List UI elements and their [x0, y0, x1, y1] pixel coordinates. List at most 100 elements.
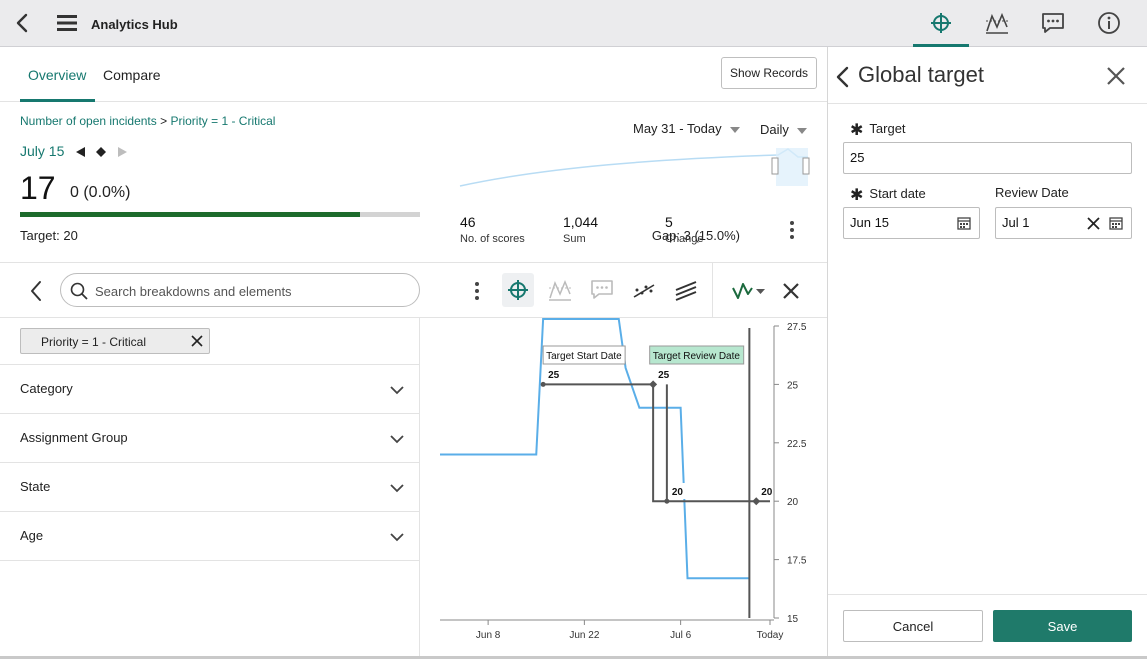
- info-icon[interactable]: [1097, 11, 1121, 35]
- breakdown-row[interactable]: Age: [0, 511, 419, 561]
- review-date-input[interactable]: [1002, 215, 1082, 230]
- tab-compare[interactable]: Compare: [103, 67, 161, 83]
- forecast-line-icon[interactable]: [547, 278, 573, 302]
- chart-toolbar: [0, 262, 827, 318]
- start-date-field: [843, 207, 980, 239]
- calendar-icon[interactable]: [957, 216, 971, 230]
- target-value-box: [668, 483, 687, 499]
- target-field: [843, 142, 1132, 174]
- breadcrumb-filter-link[interactable]: Priority = 1 - Critical: [170, 114, 276, 128]
- chevron-down-icon: [390, 386, 404, 395]
- chevron-down-icon: [390, 533, 404, 542]
- target-input[interactable]: [850, 150, 1120, 165]
- top-header: Analytics Hub: [0, 0, 1147, 47]
- stat-value: 5: [665, 214, 673, 230]
- comment-icon[interactable]: [1041, 11, 1065, 35]
- back-arrow-icon[interactable]: [12, 12, 34, 34]
- breakdown-row[interactable]: Category: [0, 364, 419, 413]
- required-asterisk-icon: ✱: [850, 187, 864, 204]
- collapse-arrow-icon[interactable]: [28, 280, 44, 302]
- x-tick-label: Jun 22: [569, 630, 599, 641]
- target-value-label: 25: [658, 370, 670, 381]
- trend-bands-icon[interactable]: [673, 278, 699, 302]
- frequency-select[interactable]: Daily: [760, 122, 807, 137]
- active-panel-indicator: [913, 44, 969, 47]
- target-diamond: [752, 497, 761, 506]
- stat-label: Sum: [563, 233, 586, 245]
- panel-divider: [419, 318, 420, 659]
- breadcrumb: Number of open incidents > Priority = 1 …: [20, 114, 275, 128]
- close-icon[interactable]: [782, 282, 800, 300]
- crosshair-target-icon[interactable]: [929, 11, 953, 35]
- previous-arrow-icon[interactable]: [76, 147, 86, 157]
- frequency-value: Daily: [760, 122, 789, 137]
- breakdown-label: Category: [20, 381, 73, 396]
- chevron-down-icon: [796, 127, 807, 134]
- target-progress-bar: [20, 212, 420, 217]
- x-tick-label: Jun 8: [476, 630, 501, 641]
- calendar-icon[interactable]: [1109, 216, 1123, 230]
- start-date-input[interactable]: [850, 215, 950, 230]
- chevron-down-icon: [390, 435, 404, 444]
- scatter-trend-icon[interactable]: [631, 278, 657, 302]
- panel-title: Global target: [858, 62, 984, 87]
- more-options-icon[interactable]: [475, 282, 479, 303]
- gap-label: Gap: 3 (15.0%): [651, 228, 740, 243]
- x-tick-label: Jul 6: [670, 630, 692, 641]
- breakdown-label: State: [20, 479, 51, 494]
- show-records-button[interactable]: Show Records: [721, 57, 817, 89]
- crosshair-target-icon[interactable]: [505, 278, 531, 302]
- cancel-button[interactable]: Cancel: [843, 610, 983, 642]
- target-value-box: [655, 366, 674, 382]
- target-line: [543, 383, 770, 503]
- target-value-label: 20: [672, 487, 684, 498]
- save-button[interactable]: Save: [993, 610, 1132, 642]
- target-point: [664, 498, 670, 504]
- diamond-icon[interactable]: [96, 147, 106, 157]
- current-date[interactable]: July 15: [20, 143, 65, 159]
- score-chart[interactable]: Target Start Date Target Review Date 25 25 2…: [420, 318, 827, 656]
- filter-chip-label: Priority = 1 - Critical: [41, 335, 147, 349]
- main-tabs: Overview Compare: [0, 47, 827, 102]
- target-value-label: 20: [761, 487, 773, 498]
- y-tick-label: 17.5: [787, 556, 807, 567]
- target-point: [540, 381, 546, 387]
- filter-chip[interactable]: Priority = 1 - Critical: [20, 328, 210, 354]
- app-title: Analytics Hub: [91, 17, 178, 32]
- target-field-label: ✱ Target: [850, 120, 906, 140]
- series-line: [440, 318, 750, 580]
- breakdown-search: [60, 273, 420, 307]
- tab-underline: [20, 99, 95, 102]
- panel-footer-separator: [828, 594, 1147, 595]
- hamburger-menu-icon[interactable]: [56, 14, 78, 32]
- stat-sum: 1,044 Sum: [563, 214, 598, 245]
- sparkline-overview[interactable]: [458, 145, 818, 190]
- clear-icon[interactable]: [1087, 217, 1100, 230]
- stat-value: 46: [460, 214, 476, 230]
- breakdown-row[interactable]: Assignment Group: [0, 413, 419, 462]
- stat-value: 1,044: [563, 214, 599, 230]
- close-icon[interactable]: [1105, 65, 1127, 87]
- chevron-down-icon: [390, 484, 404, 493]
- stat-change: 5 Change: [665, 214, 704, 245]
- y-tick-label: 22.5: [787, 439, 807, 450]
- panel-separator: [828, 103, 1147, 104]
- panel-back-icon[interactable]: [834, 66, 852, 88]
- y-tick-label: 20: [787, 497, 799, 508]
- tab-overview[interactable]: Overview: [28, 67, 87, 83]
- target-label: Target: 20: [20, 228, 78, 243]
- date-range-select[interactable]: May 31 - Today: [633, 121, 740, 136]
- more-options-icon[interactable]: [790, 221, 794, 242]
- comment-icon[interactable]: [589, 278, 615, 302]
- start-date-label-text: Start date: [869, 186, 926, 201]
- search-input[interactable]: [95, 281, 405, 301]
- breakdown-row[interactable]: State: [0, 462, 419, 511]
- close-icon[interactable]: [191, 335, 203, 347]
- chart-type-select-icon[interactable]: [731, 280, 767, 302]
- score-change: 0 (0.0%): [70, 184, 131, 201]
- forecast-line-icon[interactable]: [985, 11, 1009, 35]
- breadcrumb-separator: >: [160, 114, 168, 128]
- breadcrumb-metric-link[interactable]: Number of open incidents: [20, 114, 157, 128]
- breakdown-label: Age: [20, 528, 44, 543]
- next-arrow-icon: [118, 147, 127, 157]
